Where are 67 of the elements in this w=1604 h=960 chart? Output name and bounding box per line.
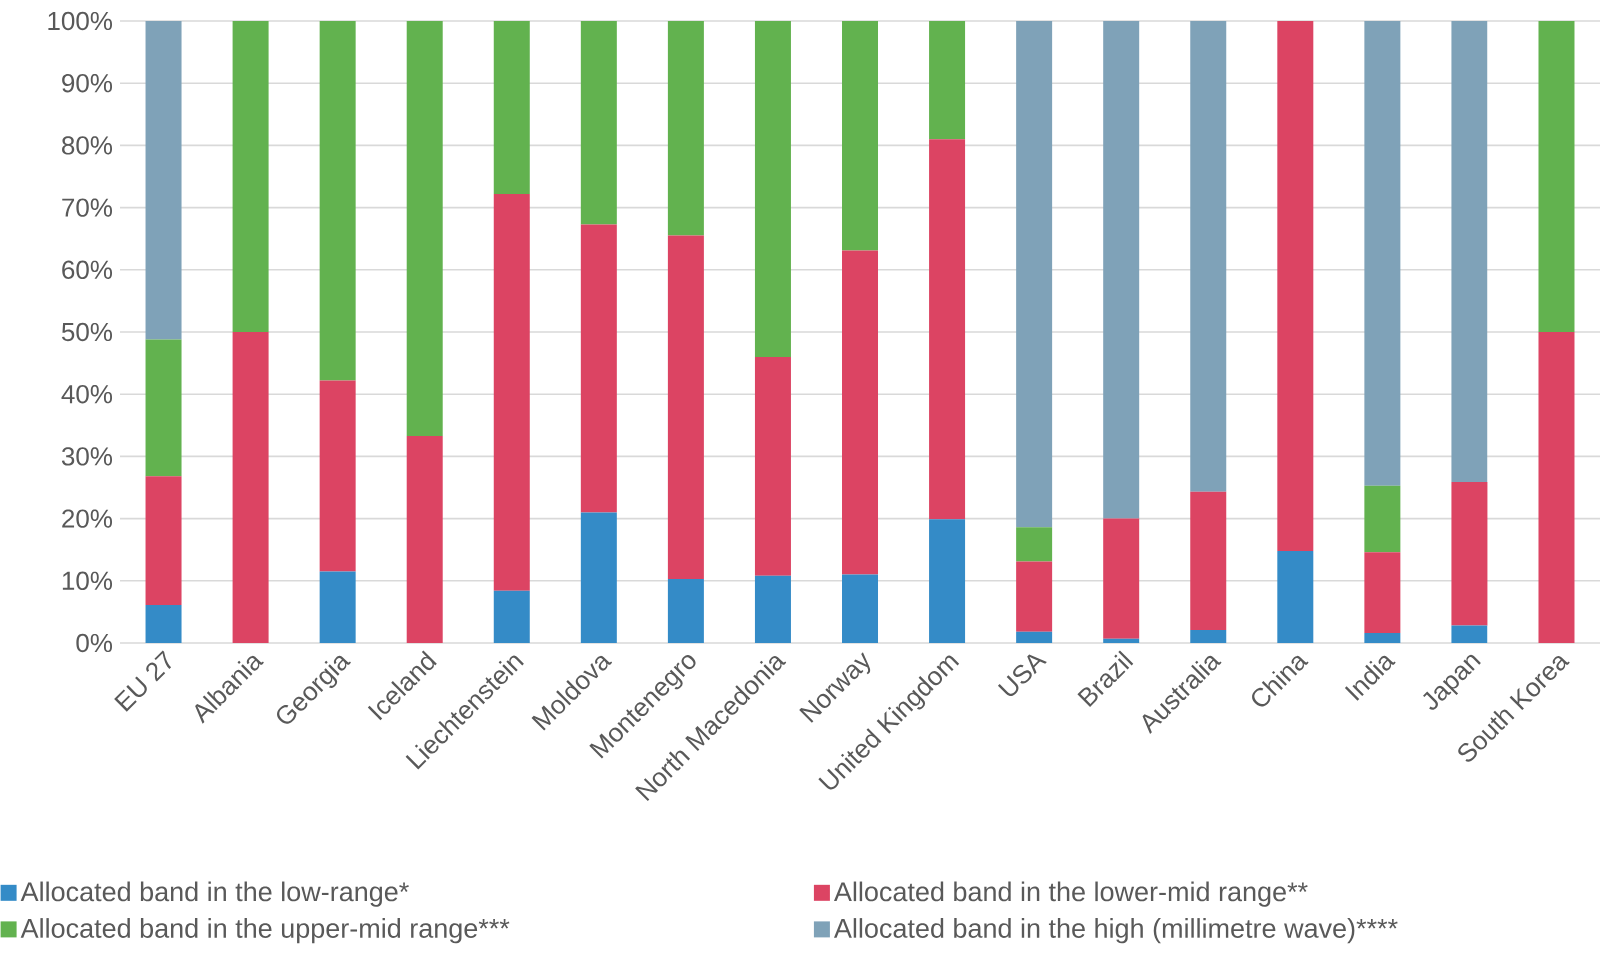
bar bbox=[754, 21, 791, 357]
bar bbox=[1190, 21, 1227, 492]
y-tick-label: 0% bbox=[76, 633, 113, 653]
bar bbox=[580, 21, 617, 225]
bar bbox=[1190, 491, 1227, 630]
bar bbox=[580, 512, 617, 643]
y-tick-label: 10% bbox=[62, 571, 113, 590]
bar bbox=[667, 235, 704, 579]
bar bbox=[1016, 21, 1053, 528]
bar bbox=[1016, 527, 1053, 562]
bar bbox=[754, 356, 791, 576]
bar bbox=[929, 519, 966, 643]
bar bbox=[1538, 21, 1575, 332]
bar bbox=[145, 339, 182, 477]
legend-label: Allocated band in the low-range* bbox=[20, 881, 409, 907]
bar bbox=[1451, 21, 1488, 482]
legend-label: Allocated band in the high (millimetre wave)**** bbox=[833, 918, 1398, 944]
bar bbox=[842, 21, 879, 251]
bar bbox=[319, 21, 356, 381]
bar bbox=[1451, 625, 1488, 643]
bar bbox=[493, 590, 530, 643]
bar bbox=[493, 193, 530, 591]
y-tick-label: 30% bbox=[61, 447, 113, 466]
bar bbox=[1451, 481, 1488, 626]
legend-label: Allocated band in the lower-mid range** bbox=[833, 881, 1308, 907]
y-tick-label: 50% bbox=[61, 322, 113, 342]
legend-label: Allocated band in the upper-mid range*** bbox=[20, 918, 510, 944]
bar bbox=[1364, 552, 1401, 634]
bar bbox=[319, 380, 356, 572]
bar bbox=[145, 605, 182, 643]
bar bbox=[929, 21, 966, 140]
bar bbox=[1016, 631, 1053, 643]
y-tick-label: 90% bbox=[62, 73, 113, 93]
bar bbox=[1277, 21, 1314, 551]
bar bbox=[232, 332, 269, 643]
bar bbox=[1364, 633, 1401, 643]
bar bbox=[232, 21, 269, 332]
bar bbox=[1364, 21, 1401, 486]
bar bbox=[842, 250, 879, 575]
bar bbox=[1103, 518, 1140, 639]
bar bbox=[667, 21, 704, 236]
y-tick-label: 100% bbox=[48, 11, 113, 31]
bar bbox=[1190, 629, 1227, 643]
x-tick-label: USA bbox=[997, 654, 1047, 696]
y-tick-label: 70% bbox=[62, 198, 113, 217]
bar bbox=[667, 578, 704, 643]
bar bbox=[406, 21, 443, 436]
bar bbox=[145, 21, 182, 340]
bar bbox=[754, 575, 791, 643]
bar bbox=[319, 571, 356, 643]
x-tick-label: EU 27 bbox=[114, 650, 172, 712]
bar bbox=[1364, 485, 1401, 553]
bar bbox=[1538, 332, 1575, 643]
bar bbox=[580, 224, 617, 513]
bar bbox=[1103, 21, 1140, 519]
bar bbox=[842, 574, 879, 643]
bar bbox=[1016, 561, 1053, 632]
y-tick-label: 20% bbox=[62, 509, 113, 528]
y-tick-label: 60% bbox=[62, 260, 113, 279]
bar bbox=[1277, 550, 1314, 643]
y-tick-label: 40% bbox=[61, 384, 113, 404]
bar bbox=[406, 435, 443, 643]
bar bbox=[145, 476, 182, 606]
y-tick-label: 80% bbox=[62, 136, 113, 155]
bar bbox=[929, 139, 966, 520]
bar bbox=[1103, 638, 1140, 643]
bar bbox=[493, 21, 530, 194]
